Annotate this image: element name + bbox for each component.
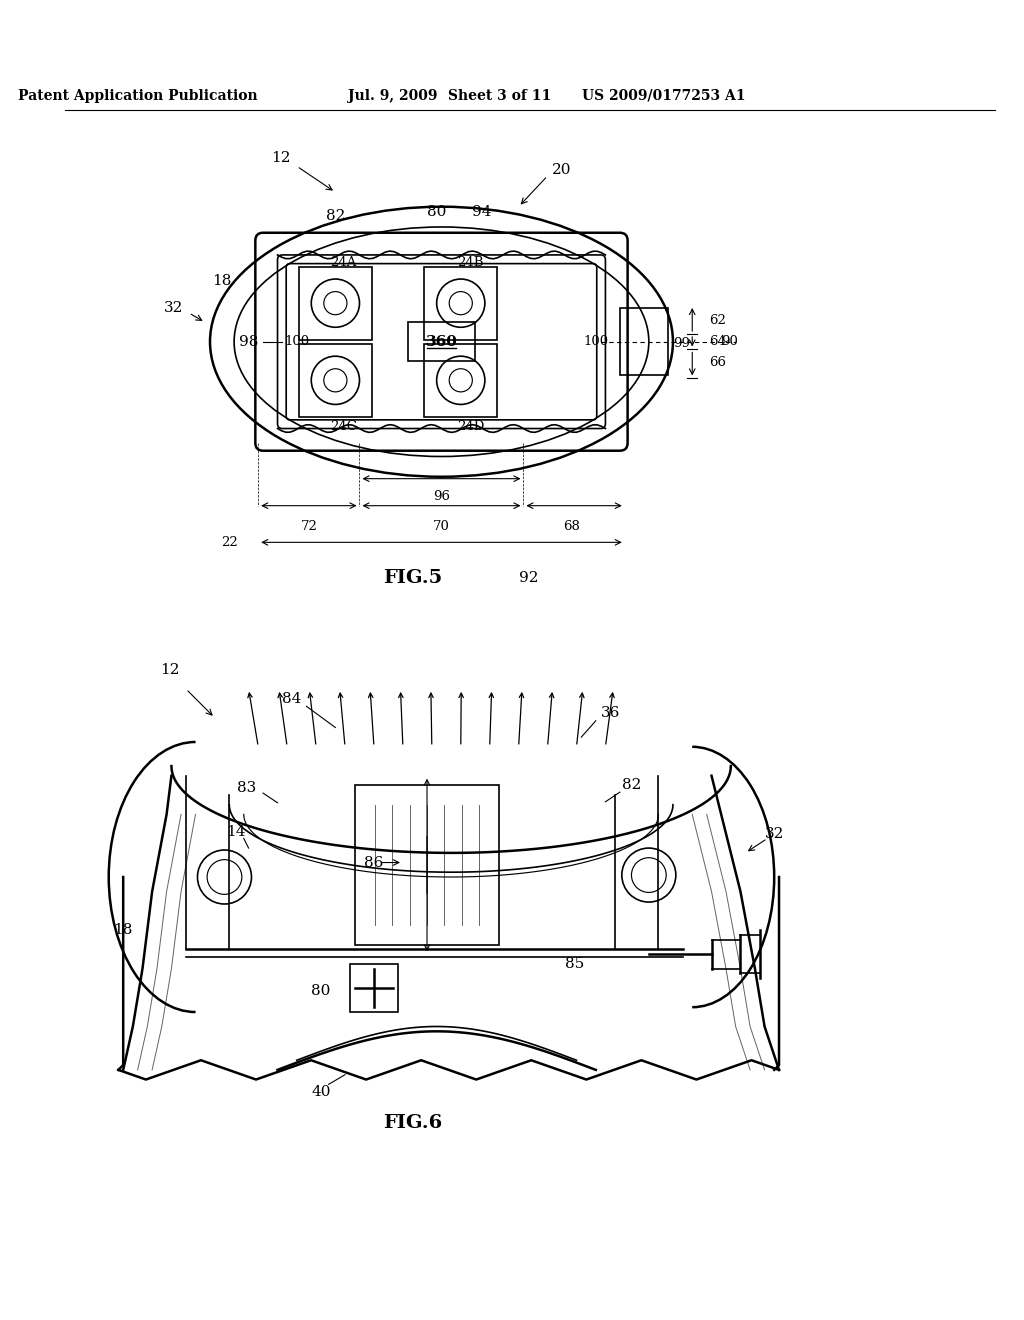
Text: 92: 92 <box>518 572 538 585</box>
Bar <box>350 964 398 1012</box>
Text: 80: 80 <box>311 983 331 998</box>
Bar <box>408 322 475 362</box>
Text: 40: 40 <box>311 1085 331 1100</box>
Text: 18: 18 <box>114 923 133 937</box>
Text: 94: 94 <box>472 205 492 219</box>
Text: 98: 98 <box>239 335 258 348</box>
Text: 24C: 24C <box>330 420 356 433</box>
Text: 32: 32 <box>164 301 183 315</box>
Text: 100: 100 <box>285 335 309 348</box>
Text: 32: 32 <box>765 826 784 841</box>
Text: 12: 12 <box>270 152 290 165</box>
Text: 12: 12 <box>160 663 179 677</box>
Text: 72: 72 <box>301 520 317 533</box>
Text: FIG.6: FIG.6 <box>383 1114 442 1133</box>
Text: 80: 80 <box>427 205 446 219</box>
Bar <box>299 267 372 339</box>
Text: FIG.5: FIG.5 <box>383 569 442 587</box>
Text: Sheet 3 of 11: Sheet 3 of 11 <box>447 88 551 103</box>
Text: 83: 83 <box>237 781 256 795</box>
Text: Patent Application Publication: Patent Application Publication <box>17 88 257 103</box>
Bar <box>354 785 500 945</box>
Text: 18: 18 <box>212 275 231 288</box>
Text: 20: 20 <box>552 164 571 177</box>
Text: 360: 360 <box>426 335 458 348</box>
Text: 82: 82 <box>326 210 345 223</box>
Text: 85: 85 <box>565 957 584 970</box>
Text: 22: 22 <box>221 536 238 549</box>
Text: 14: 14 <box>226 825 246 838</box>
Bar <box>424 267 498 339</box>
Text: 100: 100 <box>584 335 608 348</box>
Text: 24B: 24B <box>457 256 483 269</box>
Text: Jul. 9, 2009: Jul. 9, 2009 <box>348 88 438 103</box>
Text: 64: 64 <box>710 335 726 348</box>
Bar <box>299 343 372 417</box>
Text: 90: 90 <box>721 335 738 348</box>
Text: 99: 99 <box>673 337 690 350</box>
Text: 82: 82 <box>622 779 641 792</box>
Text: 62: 62 <box>710 314 726 327</box>
Text: 84: 84 <box>283 692 302 706</box>
Text: 24D: 24D <box>457 420 484 433</box>
Bar <box>424 343 498 417</box>
Text: 70: 70 <box>433 520 450 533</box>
Text: 68: 68 <box>563 520 581 533</box>
Text: 96: 96 <box>433 490 450 503</box>
Text: US 2009/0177253 A1: US 2009/0177253 A1 <box>582 88 745 103</box>
Text: 24A: 24A <box>330 256 356 269</box>
Text: 36: 36 <box>600 706 620 719</box>
Bar <box>620 308 668 375</box>
Text: 86: 86 <box>365 855 384 870</box>
Text: 66: 66 <box>710 356 727 370</box>
